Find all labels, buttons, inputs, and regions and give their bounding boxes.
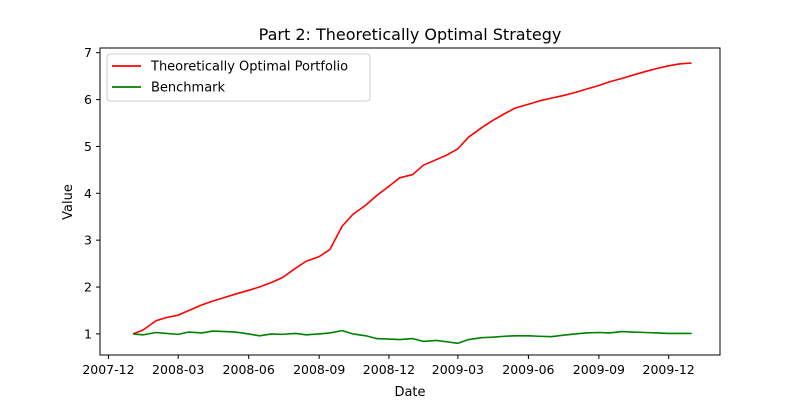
x-tick-label: 2008-12	[363, 362, 415, 377]
x-tick-label: 2008-09	[293, 362, 345, 377]
y-tick-label: 2	[84, 280, 92, 295]
y-tick-label: 4	[84, 186, 92, 201]
chart-title: Part 2: Theoretically Optimal Strategy	[259, 25, 562, 44]
x-axis: 2007-12 2008-03 2008-06 2008-09 2008-12 2009-…	[82, 355, 695, 377]
x-tick-label: 2009-06	[502, 362, 554, 377]
x-tick-label: 2009-12	[643, 362, 695, 377]
x-tick-label: 2007-12	[82, 362, 134, 377]
series-layer	[132, 62, 692, 345]
y-tick-label: 1	[84, 326, 92, 341]
x-tick-label: 2009-09	[573, 362, 625, 377]
x-tick-label: 2008-03	[152, 362, 204, 377]
y-tick-label: 5	[84, 139, 92, 154]
y-axis-label: Value	[61, 184, 76, 220]
legend-label-2: Benchmark	[151, 81, 226, 96]
series-line-2	[132, 329, 692, 345]
x-axis-label: Date	[394, 385, 425, 400]
y-tick-label: 6	[84, 92, 92, 107]
legend-label-1: Theoretically Optimal Portfolio	[150, 60, 348, 75]
legend-box	[106, 53, 371, 102]
y-tick-label: 3	[84, 233, 92, 248]
plot-frame	[99, 47, 721, 356]
series-line-1	[132, 62, 692, 335]
legend: Theoretically Optimal Portfolio Benchmark	[106, 53, 371, 102]
x-tick-label: 2008-06	[223, 362, 275, 377]
x-tick-label: 2009-03	[432, 362, 484, 377]
y-axis: 1 2 3 4 5 6 7	[84, 45, 100, 341]
y-tick-label: 7	[84, 45, 92, 60]
